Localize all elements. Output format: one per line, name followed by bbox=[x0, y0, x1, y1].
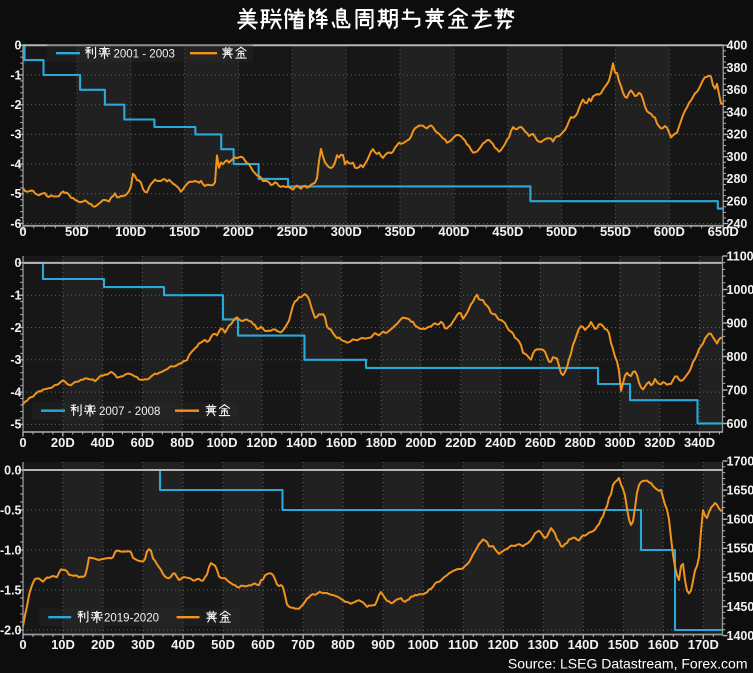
svg-text:-5: -5 bbox=[10, 418, 21, 432]
svg-text:1700: 1700 bbox=[727, 454, 753, 468]
svg-text:-4: -4 bbox=[10, 385, 21, 399]
svg-text:500D: 500D bbox=[546, 224, 577, 239]
svg-text:400: 400 bbox=[727, 39, 748, 53]
svg-text:340: 340 bbox=[727, 105, 748, 119]
svg-text:1550: 1550 bbox=[727, 542, 753, 556]
svg-text:260D: 260D bbox=[525, 435, 556, 450]
svg-text:-5: -5 bbox=[10, 187, 21, 201]
svg-text:-6: -6 bbox=[10, 217, 21, 231]
svg-text:240: 240 bbox=[727, 217, 748, 231]
svg-text:200D: 200D bbox=[223, 224, 254, 239]
svg-text:200D: 200D bbox=[405, 435, 436, 450]
svg-text:-3: -3 bbox=[10, 128, 21, 142]
svg-text:-4: -4 bbox=[10, 157, 21, 171]
svg-text:130D: 130D bbox=[528, 637, 559, 652]
svg-text:600: 600 bbox=[727, 417, 748, 431]
svg-text:-2.0: -2.0 bbox=[0, 623, 22, 637]
svg-text:-3: -3 bbox=[10, 353, 21, 367]
svg-text:340D: 340D bbox=[684, 435, 715, 450]
svg-text:50D: 50D bbox=[211, 637, 235, 652]
svg-text:60D: 60D bbox=[251, 637, 275, 652]
svg-text:-1: -1 bbox=[10, 289, 21, 303]
svg-text:350D: 350D bbox=[384, 224, 415, 239]
svg-text:140D: 140D bbox=[568, 637, 599, 652]
svg-text:40D: 40D bbox=[171, 637, 195, 652]
svg-text:20D: 20D bbox=[51, 435, 75, 450]
svg-text:10D: 10D bbox=[51, 637, 75, 652]
svg-text:320: 320 bbox=[727, 128, 748, 142]
svg-text:1450: 1450 bbox=[727, 600, 753, 614]
svg-text:360: 360 bbox=[727, 83, 748, 97]
svg-text:20D: 20D bbox=[91, 637, 115, 652]
svg-text:260: 260 bbox=[727, 195, 748, 209]
svg-text:1000: 1000 bbox=[727, 283, 753, 297]
svg-text:0.0: 0.0 bbox=[4, 463, 21, 477]
svg-text:-1: -1 bbox=[10, 68, 21, 82]
svg-text:2001 - 2003: 2001 - 2003 bbox=[114, 48, 175, 60]
svg-text:-2: -2 bbox=[10, 98, 21, 112]
svg-text:2007 - 2008: 2007 - 2008 bbox=[99, 406, 160, 418]
svg-text:280D: 280D bbox=[565, 435, 596, 450]
svg-text:0: 0 bbox=[19, 435, 26, 450]
svg-text:0: 0 bbox=[15, 256, 22, 270]
svg-text:-0.5: -0.5 bbox=[0, 503, 22, 517]
svg-text:550D: 550D bbox=[600, 224, 631, 239]
svg-text:40D: 40D bbox=[91, 435, 115, 450]
svg-text:0: 0 bbox=[15, 39, 22, 53]
svg-text:380: 380 bbox=[727, 61, 748, 75]
svg-text:900: 900 bbox=[727, 316, 748, 330]
svg-text:70D: 70D bbox=[291, 637, 315, 652]
svg-text:110D: 110D bbox=[448, 637, 478, 652]
svg-text:1650: 1650 bbox=[727, 483, 753, 497]
svg-text:300: 300 bbox=[727, 150, 748, 164]
svg-text:320D: 320D bbox=[644, 435, 675, 450]
svg-text:Source: LSEG Datastream, Forex: Source: LSEG Datastream, Forex.com bbox=[508, 655, 748, 671]
svg-text:90D: 90D bbox=[371, 637, 395, 652]
svg-text:180D: 180D bbox=[366, 435, 397, 450]
svg-text:250D: 250D bbox=[277, 224, 308, 239]
svg-text:450D: 450D bbox=[492, 224, 523, 239]
svg-text:120D: 120D bbox=[488, 637, 519, 652]
svg-text:1600: 1600 bbox=[727, 513, 753, 527]
svg-text:30D: 30D bbox=[131, 637, 155, 652]
svg-text:50D: 50D bbox=[65, 224, 89, 239]
svg-text:700: 700 bbox=[727, 383, 748, 397]
svg-text:100D: 100D bbox=[115, 224, 146, 239]
svg-text:120D: 120D bbox=[246, 435, 277, 450]
svg-text:220D: 220D bbox=[445, 435, 476, 450]
svg-text:80D: 80D bbox=[331, 637, 355, 652]
svg-text:-1.5: -1.5 bbox=[0, 583, 22, 597]
svg-text:600D: 600D bbox=[654, 224, 685, 239]
svg-text:300D: 300D bbox=[604, 435, 635, 450]
svg-text:0: 0 bbox=[19, 637, 26, 652]
svg-text:160D: 160D bbox=[326, 435, 357, 450]
svg-text:160D: 160D bbox=[648, 637, 679, 652]
svg-text:60D: 60D bbox=[130, 435, 154, 450]
svg-text:1500: 1500 bbox=[727, 571, 753, 585]
svg-text:650D: 650D bbox=[708, 224, 739, 239]
svg-text:-1.0: -1.0 bbox=[0, 543, 22, 557]
svg-text:100D: 100D bbox=[206, 435, 237, 450]
svg-text:0: 0 bbox=[19, 224, 26, 239]
svg-text:100D: 100D bbox=[408, 637, 439, 652]
svg-text:240D: 240D bbox=[485, 435, 516, 450]
svg-text:2019-2020: 2019-2020 bbox=[104, 612, 159, 624]
svg-text:80D: 80D bbox=[170, 435, 194, 450]
svg-text:300D: 300D bbox=[331, 224, 362, 239]
svg-text:1400: 1400 bbox=[727, 629, 753, 643]
svg-text:400D: 400D bbox=[438, 224, 469, 239]
svg-text:150D: 150D bbox=[608, 637, 639, 652]
svg-text:170D: 170D bbox=[688, 637, 719, 652]
svg-text:800: 800 bbox=[727, 350, 748, 364]
svg-text:280: 280 bbox=[727, 172, 748, 186]
svg-text:1100: 1100 bbox=[727, 249, 753, 263]
svg-text:150D: 150D bbox=[169, 224, 200, 239]
svg-text:140D: 140D bbox=[286, 435, 317, 450]
svg-text:-2: -2 bbox=[10, 321, 21, 335]
